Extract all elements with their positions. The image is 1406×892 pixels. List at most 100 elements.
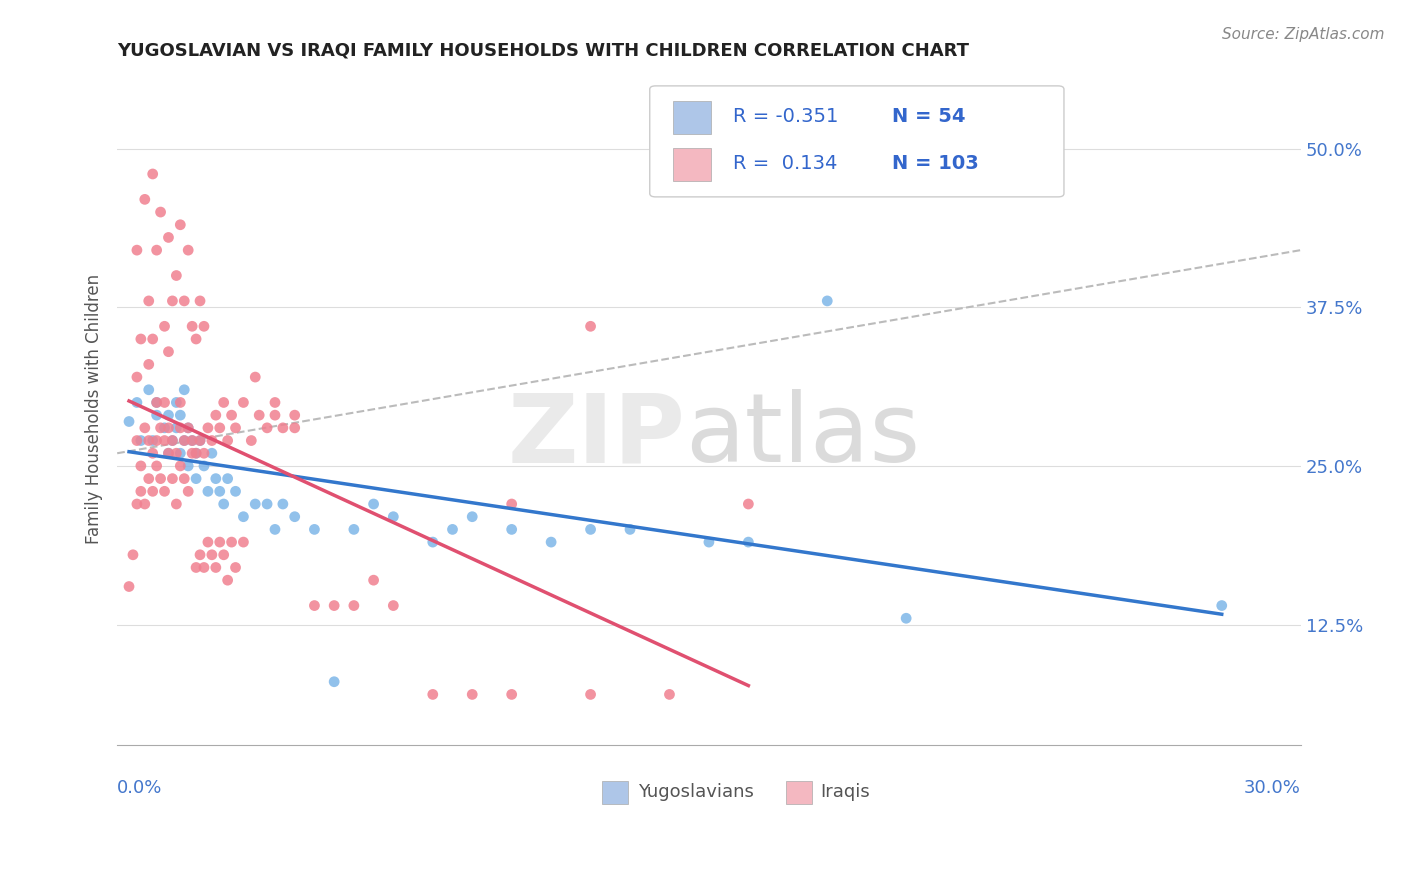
Point [129,434,152,448]
Point [208,535,231,549]
Point [579,319,602,334]
Point [201,434,224,448]
Point [264,523,287,537]
Point [1211,599,1233,613]
Point [221,535,243,549]
Point [145,395,167,409]
Text: N = 103: N = 103 [893,153,979,173]
Y-axis label: Family Households with Children: Family Households with Children [86,274,103,544]
Point [181,434,204,448]
Point [737,497,759,511]
Point [145,395,167,409]
Point [212,497,235,511]
Point [145,243,167,257]
Point [441,523,464,537]
Point [894,611,917,625]
Point [208,484,231,499]
Point [129,332,152,346]
Point [129,484,152,499]
Text: Iraqis: Iraqis [820,783,870,801]
Point [232,509,254,524]
Point [129,458,152,473]
Point [153,434,176,448]
Point [461,509,484,524]
Point [225,560,247,574]
Point [271,421,294,435]
Point [304,523,326,537]
Point [145,434,167,448]
Point [173,434,195,448]
Point [125,497,148,511]
Text: Yugoslavians: Yugoslavians [638,783,754,801]
Point [188,293,211,308]
Point [193,319,215,334]
Text: N = 54: N = 54 [893,107,966,126]
Point [188,548,211,562]
Point [217,472,239,486]
Point [501,497,523,511]
Point [181,446,204,460]
Point [125,243,148,257]
Point [177,458,200,473]
Point [815,293,838,308]
Point [323,599,346,613]
Point [540,535,562,549]
Point [363,497,385,511]
Point [142,484,165,499]
Point [138,358,160,372]
Point [153,484,176,499]
Point [153,319,176,334]
Point [142,434,165,448]
Point [212,395,235,409]
Point [173,434,195,448]
Point [284,509,307,524]
Point [145,408,167,422]
Point [343,523,366,537]
Point [619,523,641,537]
Point [138,472,160,486]
Point [579,523,602,537]
Point [217,573,239,587]
Point [177,421,200,435]
Point [184,446,207,460]
Point [177,421,200,435]
Point [225,484,247,499]
FancyBboxPatch shape [786,780,811,805]
Point [323,674,346,689]
Point [134,421,156,435]
Point [217,434,239,448]
Point [169,421,191,435]
Point [177,243,200,257]
Point [501,688,523,702]
Point [184,560,207,574]
Point [125,395,148,409]
Point [157,344,180,359]
Point [142,332,165,346]
FancyBboxPatch shape [602,780,628,805]
Text: 0.0%: 0.0% [117,779,163,797]
Point [162,472,184,486]
Point [284,421,307,435]
Point [197,535,219,549]
Point [363,573,385,587]
Point [208,421,231,435]
Point [157,421,180,435]
Point [125,434,148,448]
Point [201,446,224,460]
FancyBboxPatch shape [673,101,711,135]
Point [579,688,602,702]
Text: Source: ZipAtlas.com: Source: ZipAtlas.com [1222,27,1385,42]
Point [271,497,294,511]
Point [169,408,191,422]
Point [221,408,243,422]
Point [382,599,405,613]
Text: R = -0.351: R = -0.351 [733,107,838,126]
Point [165,446,187,460]
Point [162,434,184,448]
Point [737,535,759,549]
Point [162,434,184,448]
Point [245,370,267,384]
Point [697,535,720,549]
Point [240,434,263,448]
Point [157,446,180,460]
